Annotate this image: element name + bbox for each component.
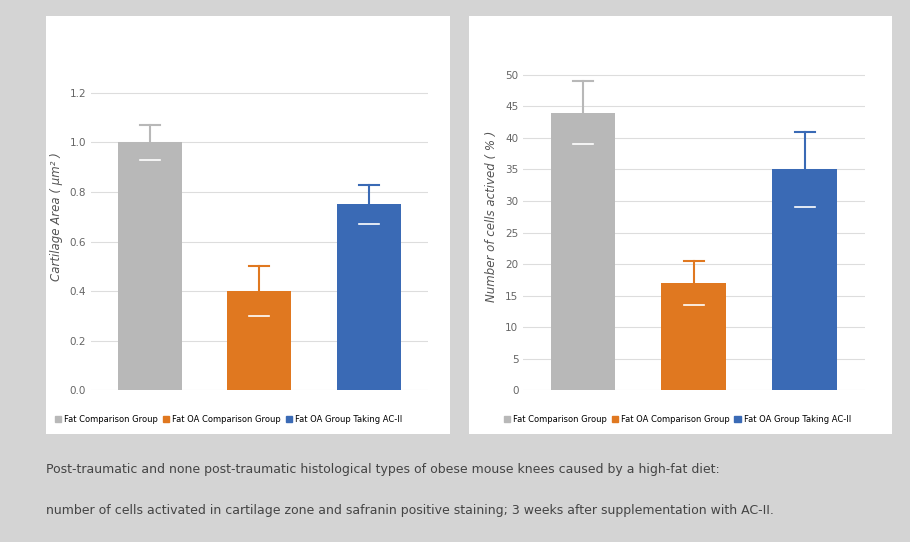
- Text: number of cells activated in cartilage zone and safranin positive staining; 3 we: number of cells activated in cartilage z…: [46, 504, 773, 517]
- Bar: [118, 143, 182, 390]
- Y-axis label: Cartilage Area ( μm² ): Cartilage Area ( μm² ): [49, 152, 63, 281]
- Bar: [662, 283, 726, 390]
- Text: Post-traumatic and none post-traumatic histological types of obese mouse knees c: Post-traumatic and none post-traumatic h…: [46, 463, 719, 476]
- Y-axis label: Number of cells actived ( % ): Number of cells actived ( % ): [485, 131, 498, 302]
- Bar: [228, 291, 291, 390]
- Legend: Fat Comparison Group, Fat OA Comparison Group, Fat OA Group Taking AC-II: Fat Comparison Group, Fat OA Comparison …: [55, 415, 402, 424]
- Bar: [337, 204, 400, 390]
- Bar: [773, 170, 837, 390]
- Bar: [551, 113, 615, 390]
- Legend: Fat Comparison Group, Fat OA Comparison Group, Fat OA Group Taking AC-II: Fat Comparison Group, Fat OA Comparison …: [503, 415, 851, 424]
